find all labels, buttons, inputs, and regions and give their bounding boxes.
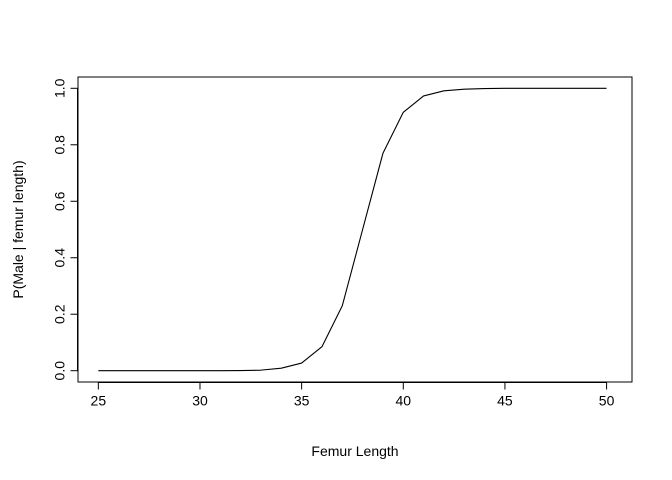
series-line	[98, 87, 607, 372]
x-tick-label: 25	[91, 393, 107, 409]
x-tick-label: 35	[294, 393, 310, 409]
y-tick-label: 0.4	[52, 248, 68, 268]
y-tick-label: 0.8	[52, 135, 68, 155]
x-axis-label: Femur Length	[311, 443, 398, 459]
x-tick-label: 40	[395, 393, 411, 409]
y-axis: 0.0 0.2 0.4 0.6 0.8 1.0	[52, 78, 78, 380]
x-tick-label: 45	[497, 393, 513, 409]
y-tick-label: 0.6	[52, 191, 68, 211]
y-tick-label: 1.0	[52, 78, 68, 98]
x-axis: 25 30 35 40 45 50	[91, 382, 615, 409]
plot-box	[77, 76, 633, 383]
y-axis-label: P(Male | femur length)	[10, 160, 26, 298]
y-tick-label: 0.0	[52, 361, 68, 381]
y-tick-label: 0.2	[52, 304, 68, 324]
series-layer	[98, 87, 607, 372]
x-tick-label: 50	[599, 393, 615, 409]
x-tick-label: 30	[192, 393, 208, 409]
